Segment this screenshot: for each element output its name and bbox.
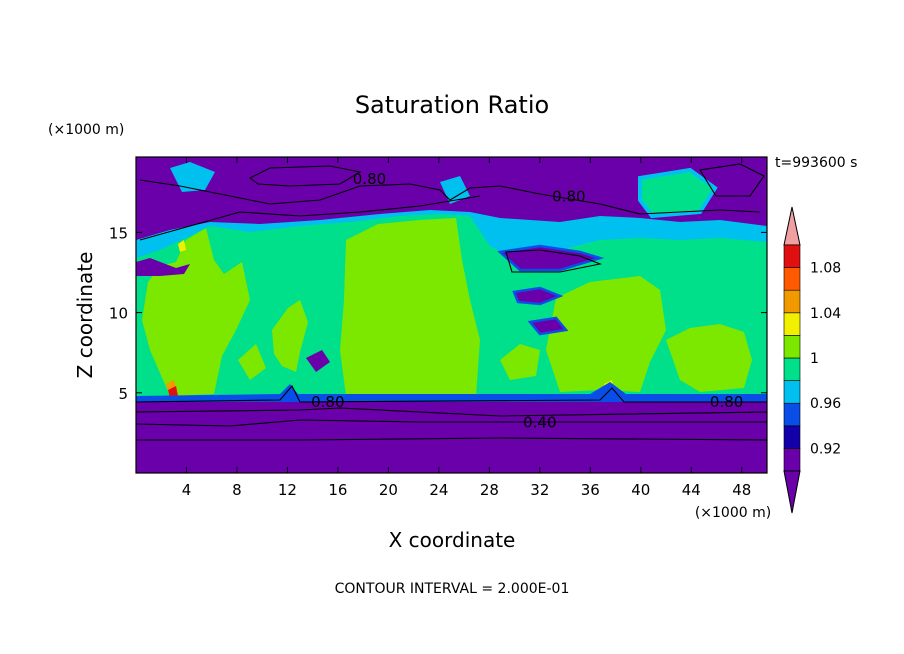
dry-intrusion-rim bbox=[512, 286, 564, 306]
colorbar-under-arrow bbox=[783, 470, 801, 514]
y-unit-label: (×1000 m) bbox=[48, 122, 124, 138]
y-axis-label: Z coordinate bbox=[73, 252, 97, 379]
supersaturated-plume bbox=[546, 276, 666, 392]
dry-intrusion-rim bbox=[497, 244, 605, 272]
x-unit-label: (×1000 m) bbox=[695, 505, 771, 521]
contour-line bbox=[139, 179, 761, 215]
contour-interval-note: CONTOUR INTERVAL = 2.000E-01 bbox=[335, 581, 570, 597]
colorbar-label: 1 bbox=[810, 351, 819, 367]
warm-speck bbox=[168, 386, 178, 398]
colorbar-swatch bbox=[783, 402, 801, 427]
x-axis-label: X coordinate bbox=[389, 528, 516, 552]
y-tick-label: 10 bbox=[109, 305, 128, 323]
x-tick-label: 44 bbox=[682, 481, 701, 499]
colorbar-swatch bbox=[783, 289, 801, 314]
x-tick-label: 12 bbox=[278, 481, 297, 499]
colorbar-swatch bbox=[783, 335, 801, 359]
dry-intrusion bbox=[530, 318, 566, 334]
dry-intrusion bbox=[136, 258, 190, 276]
x-tick-label: 20 bbox=[379, 481, 398, 499]
dry-intrusion-rim bbox=[527, 316, 569, 336]
chart-title: Saturation Ratio bbox=[355, 91, 549, 119]
contour-label: 0.80 bbox=[311, 393, 344, 411]
contour-label: 0.40 bbox=[523, 414, 556, 432]
colorbar-swatch bbox=[783, 267, 801, 291]
supersaturated-plume bbox=[238, 344, 266, 380]
contour-lines bbox=[136, 163, 767, 441]
contour-line bbox=[136, 407, 767, 417]
supersaturated-plume bbox=[160, 282, 186, 310]
x-tick-label: 4 bbox=[182, 481, 192, 499]
supersaturated-plume bbox=[666, 324, 752, 392]
contour-line bbox=[136, 385, 767, 403]
dry-bottom-layer bbox=[136, 402, 767, 473]
contour-label: 0.80 bbox=[552, 187, 585, 205]
colorbar-over-arrow bbox=[783, 206, 801, 246]
y-axis-ticks: 5 10 15 bbox=[109, 224, 767, 403]
fill-regions bbox=[136, 162, 767, 473]
colorbar-swatch bbox=[783, 425, 801, 449]
colorbar-label: 1.08 bbox=[810, 261, 841, 277]
colorbar-swatch bbox=[783, 357, 801, 381]
time-label: t=993600 s bbox=[775, 155, 857, 171]
warm-speck bbox=[178, 240, 186, 252]
x-tick-label: 28 bbox=[480, 481, 499, 499]
contour-line bbox=[505, 249, 602, 273]
colorbar-swatch bbox=[783, 448, 801, 472]
colorbar-label: 1.04 bbox=[810, 306, 841, 322]
x-tick-label: 48 bbox=[732, 481, 751, 499]
supersaturated-plume bbox=[272, 300, 308, 372]
wet-pocket-rim bbox=[638, 167, 718, 219]
plot-frame bbox=[135, 156, 768, 474]
x-tick-label: 24 bbox=[429, 481, 448, 499]
contour-labels: 0.80 0.80 0.80 0.80 0.40 bbox=[311, 170, 743, 432]
supersaturated-plume bbox=[500, 344, 540, 380]
supersaturated-plume bbox=[340, 218, 480, 396]
contour-line bbox=[136, 437, 767, 441]
colorbar-label: 0.96 bbox=[810, 396, 841, 412]
colorbar-swatch bbox=[783, 244, 801, 268]
contour-label: 0.80 bbox=[353, 170, 386, 188]
y-tick-label: 5 bbox=[118, 385, 128, 403]
colorbar-label: 0.92 bbox=[810, 441, 841, 457]
x-tick-label: 32 bbox=[530, 481, 549, 499]
contour-line bbox=[248, 165, 362, 187]
dry-intrusion bbox=[306, 350, 330, 372]
lower-rim bbox=[136, 382, 767, 404]
x-tick-label: 36 bbox=[581, 481, 600, 499]
wet-pocket bbox=[170, 162, 215, 192]
x-tick-label: 8 bbox=[232, 481, 242, 499]
contour-line bbox=[139, 195, 481, 241]
contour-label: 0.80 bbox=[710, 393, 743, 411]
x-tick-label: 16 bbox=[328, 481, 347, 499]
x-axis-ticks: 4 8 12 16 20 24 28 32 36 40 44 48 bbox=[182, 157, 751, 499]
wet-pocket bbox=[640, 170, 715, 216]
contour-field: 0.80 0.80 0.80 0.80 0.40 bbox=[136, 157, 767, 473]
colorbar-swatch bbox=[783, 380, 801, 404]
colorbar-swatch bbox=[783, 312, 801, 336]
contour-line bbox=[136, 419, 767, 427]
colorbar: 1.08 1.04 1 0.96 0.92 bbox=[783, 206, 841, 514]
contour-line bbox=[699, 163, 765, 197]
x-tick-label: 40 bbox=[631, 481, 650, 499]
y-tick-label: 15 bbox=[109, 224, 128, 242]
